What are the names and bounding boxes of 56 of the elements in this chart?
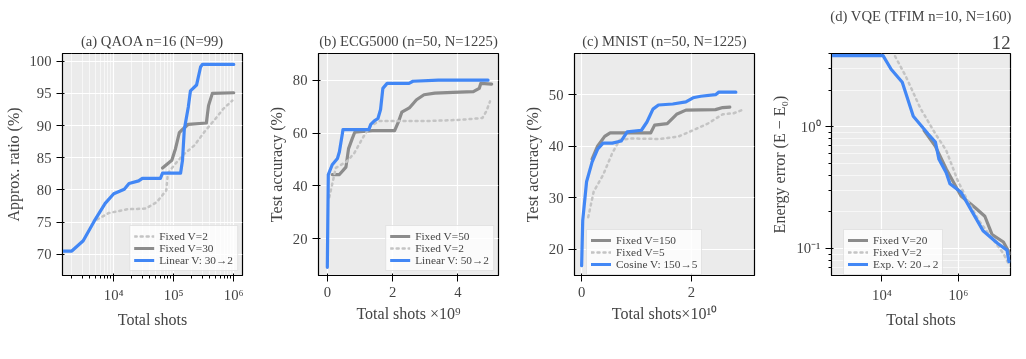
y-tick-label: 60	[292, 125, 308, 142]
y-tick-label: 90	[36, 117, 52, 134]
x-tick-label: 2	[388, 283, 397, 300]
line-series	[330, 81, 494, 177]
y-tick-label: 75	[36, 214, 52, 231]
x-tick-label: 0	[577, 283, 586, 300]
y-tick-label: 20	[292, 230, 308, 247]
legend-label: Exp. V: 20→2	[873, 258, 939, 270]
x-tick-label: 10⁶	[223, 286, 244, 303]
x-axis-title: Total shots	[886, 310, 956, 328]
legend-label: Cosine V: 150→5	[616, 258, 698, 270]
x-axis-title: Total shots ×10⁹	[356, 304, 461, 322]
y-tick-label: 50	[548, 86, 564, 103]
chart-title: (d) VQE (TFIM n=10, N=160)	[830, 7, 1012, 25]
legend-label: Fixed V=30	[159, 242, 214, 254]
text: 12	[991, 31, 1011, 53]
y-axis-title: Energy error (E − E₀)	[771, 95, 790, 234]
x-tick-label: 10⁴	[103, 286, 124, 303]
y-tick-label: 70	[36, 246, 52, 263]
legend-label: Fixed V=5	[616, 246, 665, 258]
x-tick-label: 0	[323, 283, 331, 300]
chart-title: (b) ECG5000 (n=50, N=1225)	[319, 32, 498, 50]
y-tick-label: 85	[36, 149, 52, 166]
y-tick-label: 30	[548, 189, 564, 206]
chart-title: (a) QAOA n=16 (N=99)	[80, 32, 224, 50]
x-tick-label: 10⁵	[163, 286, 184, 303]
chart-title: (c) MNIST (n=50, N=1225)	[582, 32, 747, 50]
y-tick-label: 40	[292, 177, 308, 194]
y-axis-title: Approx. ratio (%)	[4, 107, 23, 222]
legend-label: Fixed V=50	[415, 230, 470, 242]
legend-label: Fixed V=2	[159, 230, 208, 242]
y-axis-title: Test accuracy (%)	[523, 106, 542, 223]
y-axis-title: Test accuracy (%)	[267, 106, 286, 223]
x-tick-label: 10⁶	[948, 286, 969, 303]
y-tick-label: 40	[548, 138, 564, 155]
legend-label: Fixed V=20	[873, 234, 928, 246]
y-tick-label: 10⁻¹	[796, 240, 821, 257]
legend-label: Linear V: 30→2	[159, 254, 233, 266]
x-tick-label: 2	[687, 283, 696, 300]
y-tick-label: 100	[29, 53, 52, 70]
x-tick-label: 4	[454, 283, 463, 300]
y-tick-label: 10⁰	[800, 118, 821, 135]
x-axis-title: Total shots	[117, 310, 188, 328]
y-tick-label: 95	[36, 85, 52, 102]
legend-label: Fixed V=2	[873, 246, 922, 258]
x-axis-title: Total shots×10¹⁰	[611, 304, 718, 322]
y-tick-label: 80	[292, 72, 308, 89]
line-series	[325, 78, 490, 269]
y-tick-label: 80	[36, 181, 52, 198]
legend-label: Linear V: 50→2	[415, 254, 489, 266]
legend-label: Fixed V=2	[415, 242, 464, 254]
line-series	[580, 90, 738, 268]
x-tick-label: 10⁴	[872, 286, 892, 303]
y-tick-label: 20	[548, 241, 564, 258]
legend-label: Fixed V=150	[616, 234, 676, 246]
line-series	[328, 100, 492, 199]
